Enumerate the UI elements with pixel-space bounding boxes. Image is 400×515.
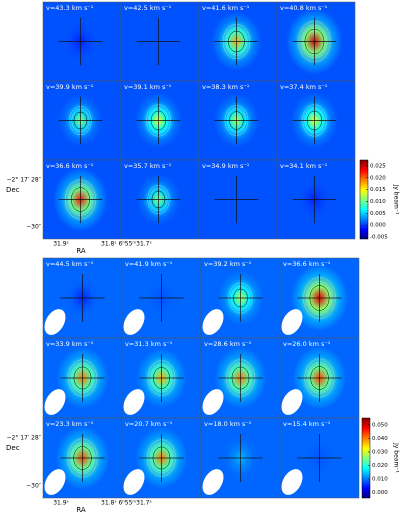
beam <box>202 309 224 335</box>
beam <box>202 389 224 415</box>
y-axis-label: Dec <box>6 444 20 452</box>
dec-tick-label: −2° 17′ 28″ <box>6 435 41 442</box>
ra-tick-label: 31.8ˢ 6ʰ55ᵐ31.7ˢ <box>101 500 152 507</box>
velocity-label: v=18.0 km s⁻¹ <box>204 420 252 428</box>
velocity-label: v=26.0 km s⁻¹ <box>283 340 331 348</box>
velocity-label: v=37.4 km s⁻¹ <box>280 83 328 91</box>
colorbar-label: Jy beam⁻¹ <box>393 442 400 473</box>
beam <box>44 389 66 415</box>
dec-tick-label: −30″ <box>26 224 42 231</box>
colorbar-tick-label: 0.010 <box>370 199 386 205</box>
colorbar-tick-label: 0.020 <box>370 175 386 181</box>
beam <box>44 309 66 335</box>
colorbar-tick-label: 0.015 <box>370 187 386 193</box>
velocity-label: v=23.3 km s⁻¹ <box>46 420 94 428</box>
velocity-label: v=43.3 km s⁻¹ <box>46 4 94 12</box>
beam <box>44 469 66 495</box>
velocity-label: v=42.5 km s⁻¹ <box>124 4 172 12</box>
velocity-label: v=39.9 km s⁻¹ <box>46 83 94 91</box>
colorbar-tick-label: 0.010 <box>372 477 388 483</box>
dec-tick-label: −2° 17′ 28″ <box>6 177 41 184</box>
velocity-label: v=28.6 km s⁻¹ <box>204 340 252 348</box>
colorbar-tick-label: 0.025 <box>370 163 386 169</box>
colorbar-tick-label: 0.000 <box>370 223 386 229</box>
colorbar <box>361 417 371 499</box>
ra-tick-label: 31.9ˢ <box>53 500 69 507</box>
colorbar-tick-label: 0.000 <box>372 490 388 496</box>
colorbar-tick-label: 0.050 <box>372 422 388 428</box>
ra-tick-label: 31.9ˢ <box>53 241 69 248</box>
x-axis-label: RA <box>76 247 86 255</box>
velocity-label: v=36.6 km s⁻¹ <box>283 260 331 268</box>
colorbar-tick-label: 0.005 <box>370 211 386 217</box>
velocity-label: v=39.2 km s⁻¹ <box>204 260 252 268</box>
x-axis-label: RA <box>76 506 86 514</box>
beam <box>281 389 303 415</box>
beam <box>281 469 303 495</box>
velocity-label: v=34.1 km s⁻¹ <box>280 162 328 170</box>
velocity-label: v=36.6 km s⁻¹ <box>46 162 94 170</box>
velocity-label: v=38.3 km s⁻¹ <box>202 83 250 91</box>
velocity-label: v=31.3 km s⁻¹ <box>125 340 173 348</box>
colorbar-tick-label: 0.040 <box>372 436 388 442</box>
velocity-label: v=44.5 km s⁻¹ <box>46 260 94 268</box>
beam <box>123 389 145 415</box>
velocity-label: v=41.6 km s⁻¹ <box>202 4 250 12</box>
velocity-label: v=20.7 km s⁻¹ <box>125 420 173 428</box>
velocity-label: v=35.7 km s⁻¹ <box>124 162 172 170</box>
ra-tick-label: 31.8ˢ 6ʰ55ᵐ31.7ˢ <box>101 241 152 248</box>
beam <box>123 469 145 495</box>
colorbar <box>359 159 369 240</box>
velocity-label: v=39.1 km s⁻¹ <box>124 83 172 91</box>
beam <box>123 309 145 335</box>
colorbar-tick-label: -0.005 <box>370 235 388 241</box>
velocity-label: v=41.9 km s⁻¹ <box>125 260 173 268</box>
velocity-label: v=40.8 km s⁻¹ <box>280 4 328 12</box>
colorbar-tick-label: 0.020 <box>372 463 388 469</box>
colorbar-tick-label: 0.030 <box>372 449 388 455</box>
beam <box>202 469 224 495</box>
beam <box>281 309 303 335</box>
dec-tick-label: −30″ <box>26 483 42 490</box>
velocity-label: v=15.4 km s⁻¹ <box>283 420 331 428</box>
velocity-label: v=34.9 km s⁻¹ <box>202 162 250 170</box>
colorbar-label: Jy beam⁻¹ <box>393 184 400 215</box>
y-axis-label: Dec <box>6 186 20 194</box>
velocity-label: v=33.9 km s⁻¹ <box>46 340 94 348</box>
